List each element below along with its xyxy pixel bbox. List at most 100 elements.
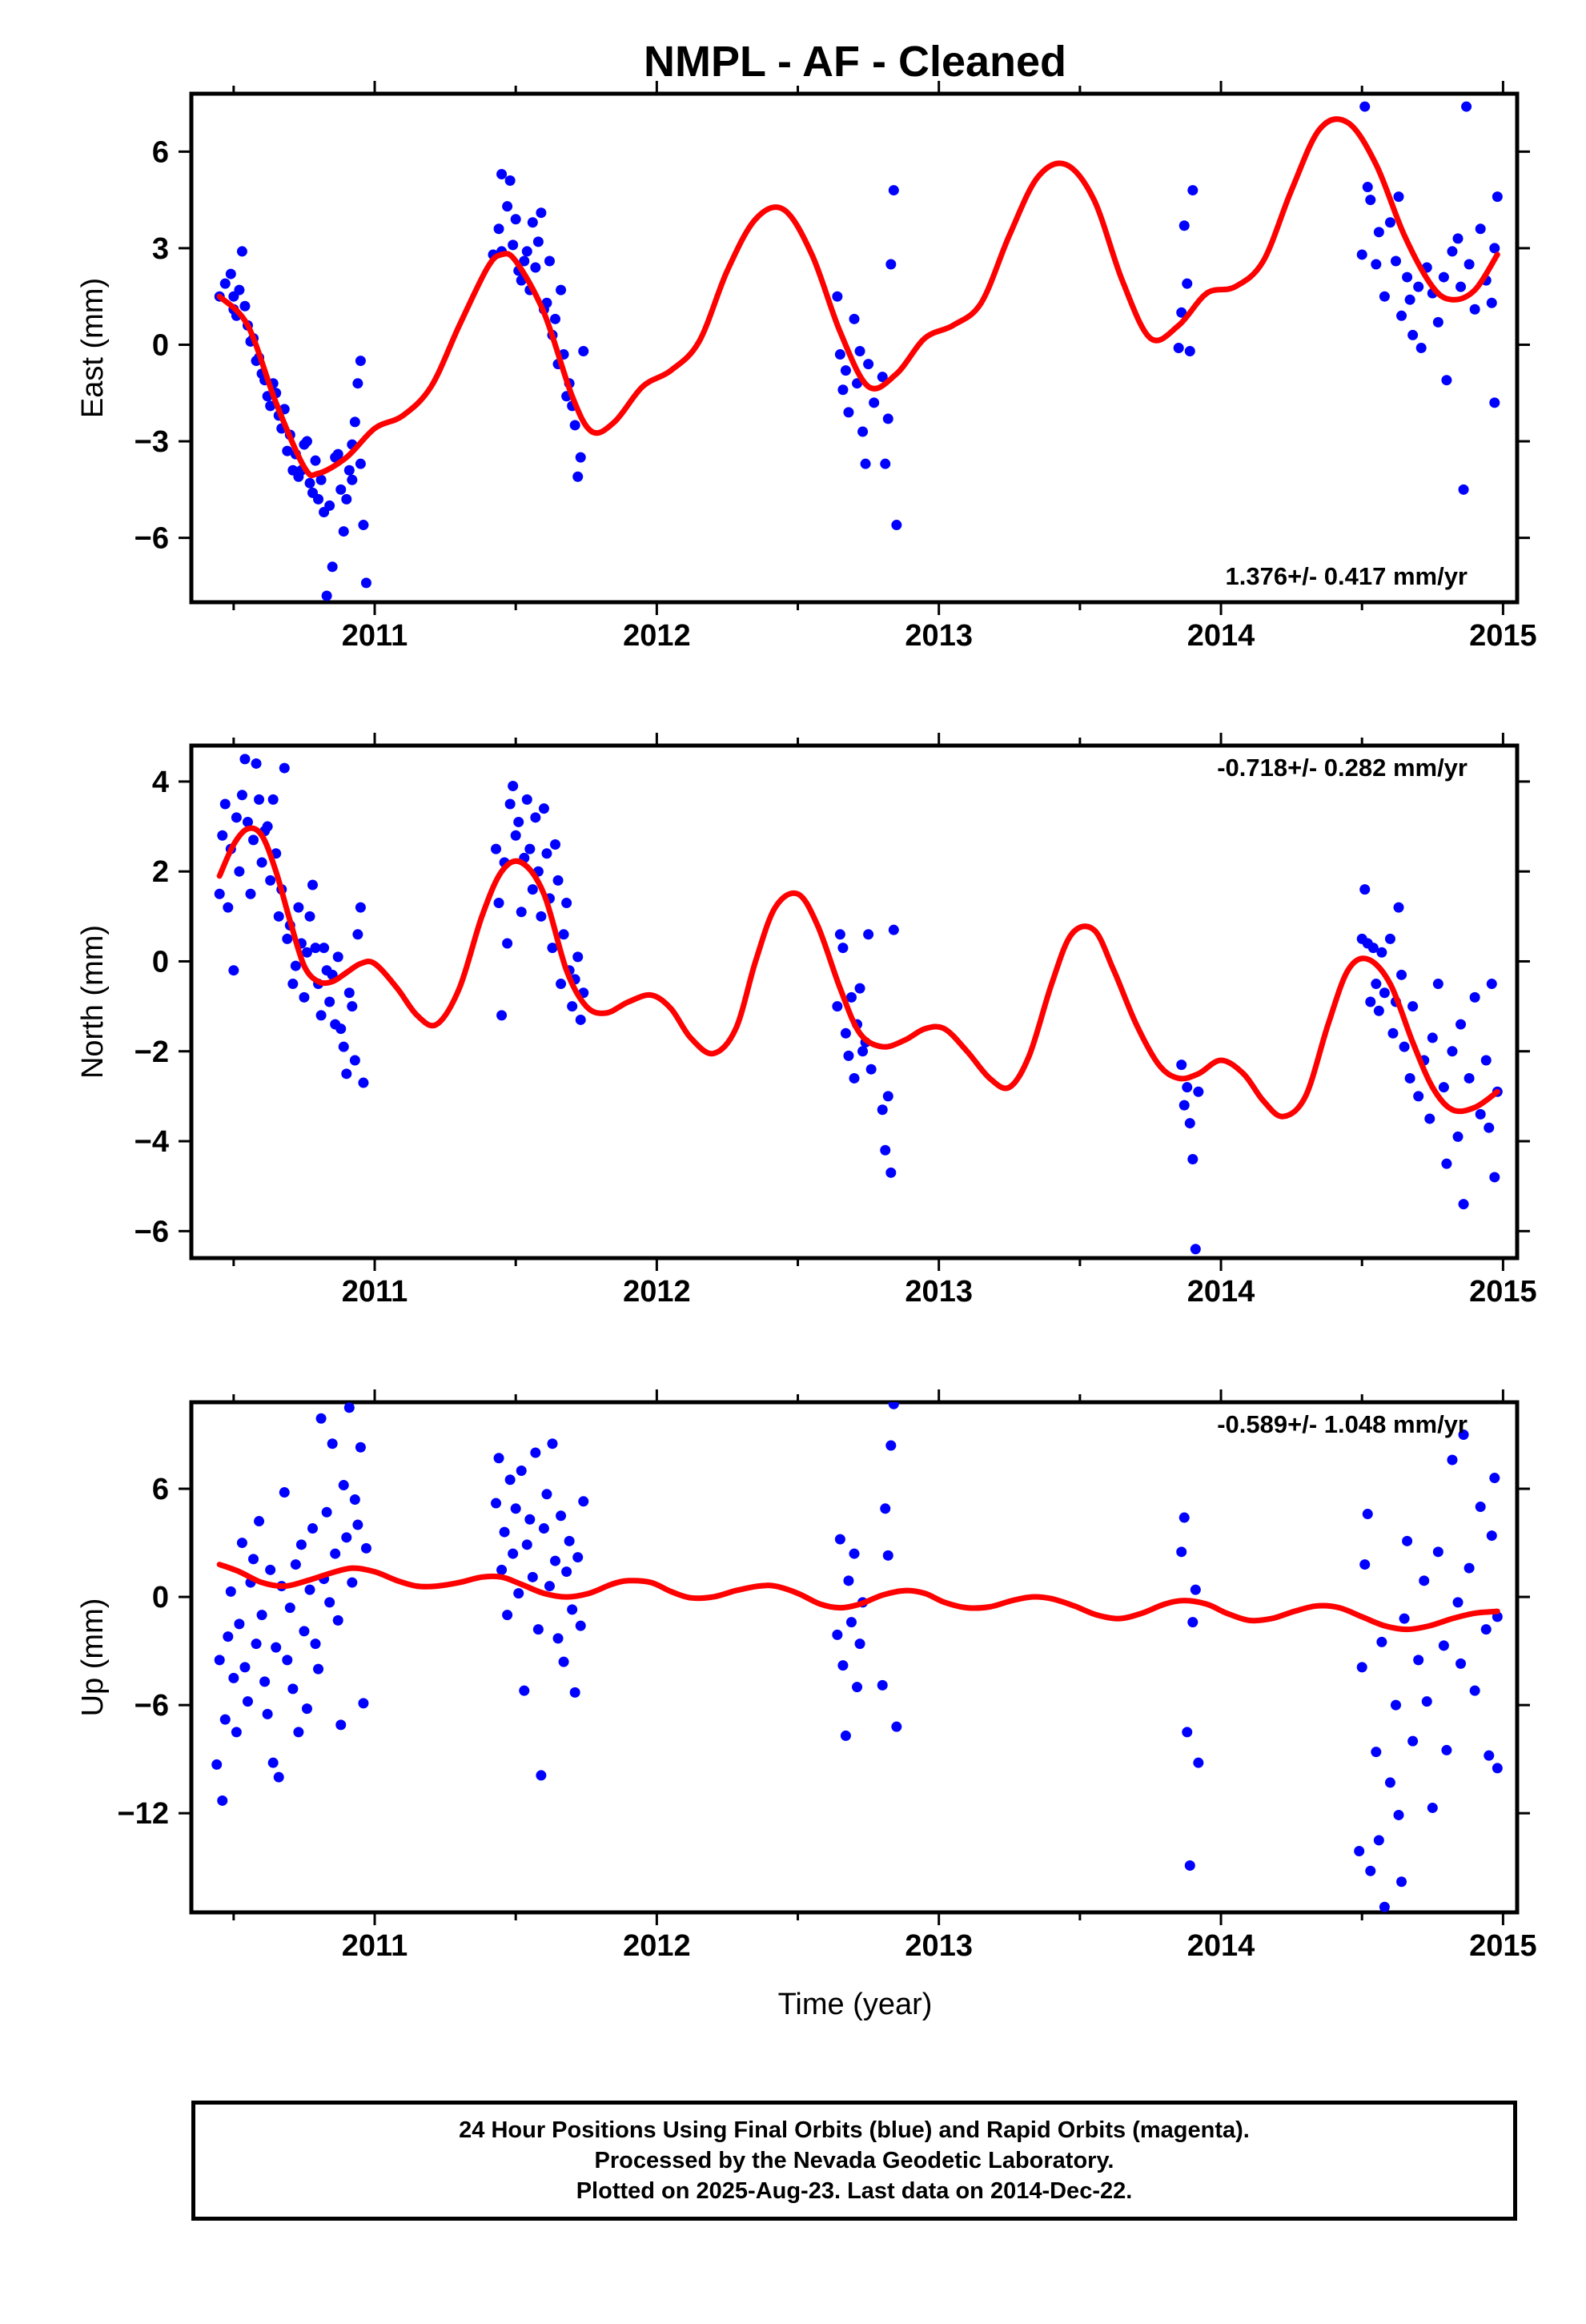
north-data-point bbox=[834, 929, 845, 940]
up-data-point bbox=[341, 1532, 352, 1543]
up-data-point bbox=[1362, 1509, 1373, 1520]
up-data-point bbox=[1182, 1727, 1193, 1738]
up-data-point bbox=[837, 1660, 849, 1671]
up-data-point bbox=[1475, 1502, 1486, 1513]
north-data-point bbox=[1182, 1082, 1193, 1093]
up-data-point bbox=[1469, 1685, 1480, 1696]
east-data-point bbox=[1178, 220, 1190, 231]
east-data-point bbox=[1404, 294, 1415, 305]
north-data-point bbox=[552, 875, 564, 886]
east-data-point bbox=[335, 484, 347, 495]
east-data-point bbox=[834, 349, 845, 360]
east-data-point bbox=[860, 458, 871, 469]
north-data-point bbox=[214, 888, 225, 899]
north-data-point bbox=[888, 924, 899, 935]
up-data-point bbox=[214, 1655, 225, 1666]
east-data-point bbox=[304, 477, 315, 489]
up-x-tick-label: 2015 bbox=[1469, 1929, 1537, 1963]
north-data-point bbox=[265, 875, 276, 886]
up-data-point bbox=[256, 1610, 267, 1621]
east-y-tick-label: 0 bbox=[152, 328, 169, 362]
north-data-point bbox=[262, 821, 273, 832]
up-data-point bbox=[888, 1402, 899, 1409]
east-data-point bbox=[1402, 271, 1413, 283]
east-data-point bbox=[225, 268, 236, 279]
north-x-tick-label: 2012 bbox=[623, 1275, 691, 1309]
up-data-point bbox=[301, 1703, 312, 1715]
north-panel: 2011 2012 2013 2014 2015 −6 −4 −2 0 2 4 North (mm) -… bbox=[76, 733, 1537, 1309]
north-data-point bbox=[319, 943, 330, 954]
north-data-point bbox=[510, 830, 521, 841]
north-data-point bbox=[541, 848, 552, 859]
north-data-point bbox=[1379, 987, 1390, 999]
east-data-point bbox=[321, 590, 332, 601]
up-data-point bbox=[236, 1538, 247, 1549]
north-data-point bbox=[849, 1072, 860, 1084]
north-data-point bbox=[1432, 979, 1443, 990]
up-data-point bbox=[330, 1548, 341, 1559]
up-y-tick-label: 0 bbox=[152, 1581, 169, 1614]
up-data-point bbox=[1407, 1735, 1419, 1747]
north-data-point bbox=[508, 781, 519, 792]
north-data-point bbox=[521, 794, 532, 805]
north-data-point bbox=[1373, 1005, 1384, 1016]
east-data-point bbox=[1356, 249, 1367, 260]
north-data-point bbox=[1413, 1091, 1424, 1102]
north-data-point bbox=[854, 983, 865, 994]
east-data-point bbox=[550, 313, 561, 324]
north-data-point bbox=[267, 794, 279, 805]
up-data-point bbox=[499, 1526, 510, 1538]
up-data-point bbox=[1456, 1658, 1467, 1669]
north-data-point bbox=[1475, 1108, 1486, 1120]
north-data-point bbox=[1193, 1086, 1204, 1097]
up-y-tick-label: −6 bbox=[135, 1689, 169, 1723]
up-data-point bbox=[558, 1656, 569, 1667]
up-data-point bbox=[1486, 1530, 1497, 1542]
up-data-point bbox=[527, 1571, 538, 1582]
east-data-point bbox=[1182, 278, 1193, 289]
up-data-point bbox=[569, 1687, 580, 1698]
east-data-point bbox=[532, 236, 544, 247]
up-data-point bbox=[885, 1440, 897, 1451]
up-data-point bbox=[1480, 1624, 1492, 1635]
east-data-point bbox=[1379, 291, 1390, 302]
up-data-point bbox=[578, 1496, 589, 1507]
north-data-point bbox=[1384, 933, 1395, 944]
north-data-point bbox=[1438, 1082, 1449, 1093]
east-data-point bbox=[358, 520, 369, 531]
east-data-point bbox=[882, 413, 893, 424]
up-data-point bbox=[239, 1662, 251, 1673]
up-data-point bbox=[234, 1618, 245, 1630]
north-data-point bbox=[1469, 991, 1480, 1003]
north-data-point bbox=[287, 979, 299, 990]
east-data-point bbox=[530, 262, 541, 273]
up-rate-label: -0.589+/- 1.048 mm/yr bbox=[1217, 1410, 1468, 1438]
north-x-tick-label: 2011 bbox=[342, 1275, 408, 1309]
east-data-point bbox=[341, 493, 352, 505]
up-data-point bbox=[532, 1624, 544, 1635]
up-data-point bbox=[852, 1682, 863, 1693]
east-data-point bbox=[504, 175, 516, 187]
north-x-tick-label: 2013 bbox=[905, 1275, 973, 1309]
up-data-point bbox=[327, 1438, 338, 1449]
north-data-point bbox=[1387, 1027, 1399, 1039]
east-x-tick-label: 2014 bbox=[1187, 619, 1255, 653]
up-y-axis-title: Up (mm) bbox=[76, 1598, 110, 1717]
up-plot-frame bbox=[189, 1400, 1520, 1915]
east-data-point bbox=[556, 284, 567, 296]
up-data-point bbox=[293, 1727, 304, 1738]
up-data-point bbox=[530, 1447, 541, 1458]
east-data-point bbox=[1413, 281, 1424, 292]
north-data-point bbox=[324, 996, 335, 1007]
up-data-point bbox=[313, 1663, 324, 1675]
up-data-point bbox=[315, 1413, 327, 1424]
up-data-point bbox=[538, 1523, 549, 1534]
north-data-point bbox=[1399, 1041, 1410, 1052]
north-data-point bbox=[231, 812, 242, 823]
north-data-point bbox=[513, 816, 524, 827]
figure-title: NMPL - AF - Cleaned bbox=[644, 38, 1066, 86]
east-data-point bbox=[1407, 329, 1419, 340]
north-data-point bbox=[355, 902, 366, 913]
north-data-point bbox=[877, 1104, 888, 1116]
east-x-tick-label: 2015 bbox=[1469, 619, 1537, 653]
